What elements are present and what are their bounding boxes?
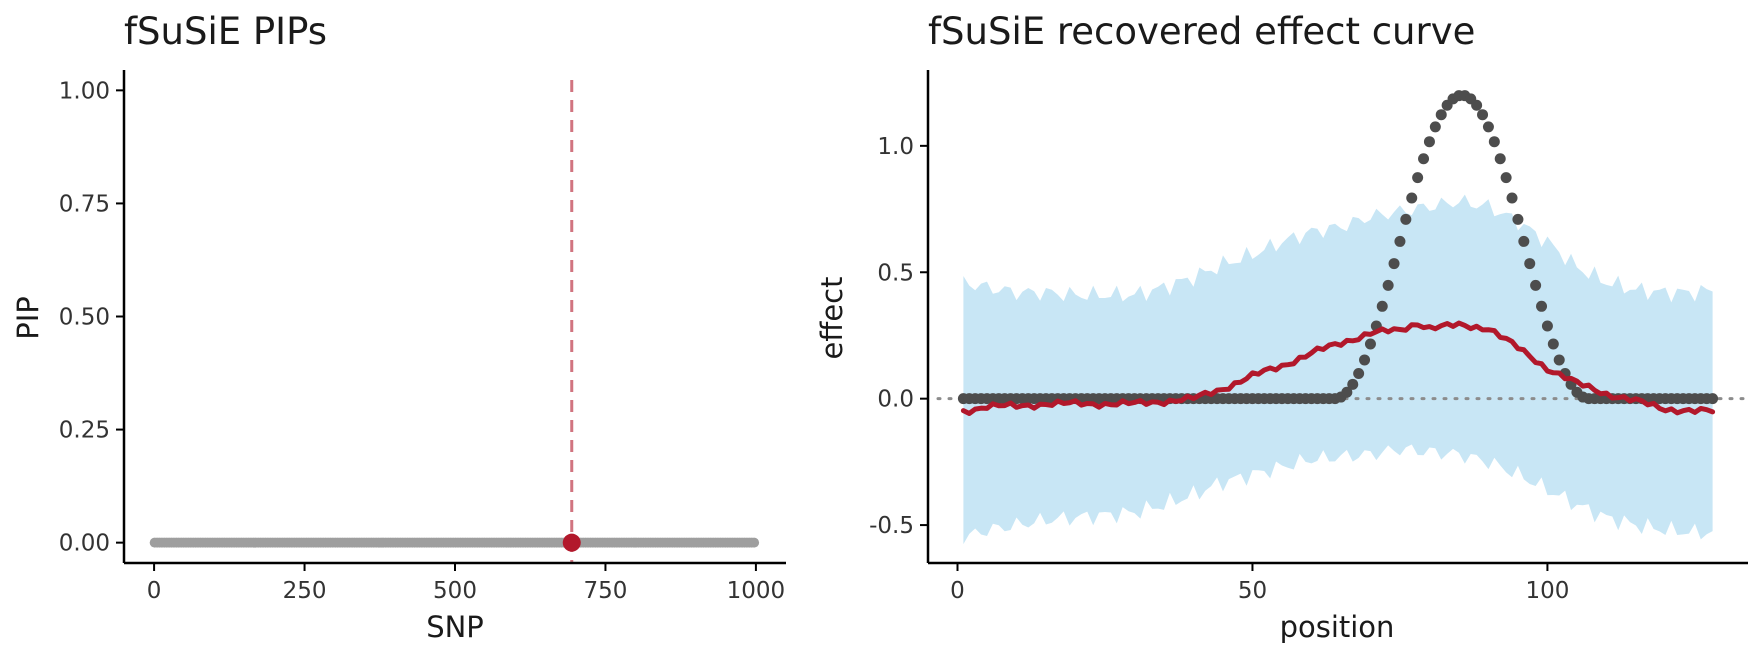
effect-credible-band xyxy=(963,194,1713,545)
true-effect-point xyxy=(1541,320,1553,332)
true-effect-point xyxy=(1364,338,1376,350)
true-effect-point xyxy=(1553,354,1565,366)
pip-chart-title: fSuSiE PIPs xyxy=(124,10,327,53)
effect-plot-area xyxy=(936,90,1750,545)
true-effect-point xyxy=(1482,121,1494,133)
true-effect-point xyxy=(1423,136,1435,148)
pip-y-tick-label: 1.00 xyxy=(59,78,110,104)
true-effect-point xyxy=(1388,258,1400,270)
pip-panel: fSuSiE PIPs 0 250 500 750 1000 0.00 0.25 0.50 0.… xyxy=(11,10,786,644)
pip-x-tick-label: 750 xyxy=(584,578,628,604)
true-effect-point xyxy=(1506,192,1518,204)
pip-x-tick-label: 250 xyxy=(283,578,327,604)
pip-plot-area xyxy=(149,80,760,563)
true-effect-point xyxy=(1530,279,1542,291)
effect-chart-title: fSuSiE recovered effect curve xyxy=(928,10,1475,53)
pip-point xyxy=(749,537,760,548)
effect-y-axis-title: effect xyxy=(815,277,849,360)
true-effect-point xyxy=(1376,300,1388,312)
effect-axes: 0 50 100 -0.5 0.0 0.5 1.0 xyxy=(869,70,1748,604)
pip-highlighted-point xyxy=(562,533,581,552)
true-effect-point xyxy=(1341,386,1353,398)
pip-axes: 0 250 500 750 1000 0.00 0.25 0.50 0.75 1.00 xyxy=(59,70,786,604)
pip-x-tick-label: 500 xyxy=(433,578,477,604)
pip-y-tick-label: 0.00 xyxy=(59,531,110,557)
effect-x-axis-title: position xyxy=(1280,610,1395,644)
true-effect-point xyxy=(1435,109,1447,121)
effect-y-tick-label: 0.0 xyxy=(877,387,914,413)
true-effect-point xyxy=(1494,153,1506,165)
effect-x-tick-label: 0 xyxy=(950,578,965,604)
pip-x-axis-title: SNP xyxy=(426,610,484,644)
true-effect-point xyxy=(1477,109,1489,121)
pip-x-tick-label: 0 xyxy=(147,578,162,604)
true-effect-point xyxy=(1418,153,1430,165)
effect-y-tick-label: 1.0 xyxy=(877,134,914,160)
effect-x-tick-label: 100 xyxy=(1525,578,1569,604)
pip-x-tick-label: 1000 xyxy=(727,578,786,604)
effect-y-tick-label: 0.5 xyxy=(877,260,914,286)
true-effect-point xyxy=(1471,99,1483,111)
pip-y-axis-title: PIP xyxy=(11,296,45,340)
pip-y-tick-label: 0.25 xyxy=(59,418,110,444)
effect-estimate-line xyxy=(960,320,1716,416)
effect-y-tick-label: -0.5 xyxy=(869,513,914,539)
true-effect-point xyxy=(1406,192,1418,204)
effect-x-tick-label: 50 xyxy=(1238,578,1267,604)
true-effect-point xyxy=(1524,258,1536,270)
true-effect-point xyxy=(1353,367,1365,379)
true-effect-point xyxy=(1429,121,1441,133)
true-effect-point xyxy=(1547,338,1559,350)
true-effect-point xyxy=(1400,213,1412,225)
true-effect-point xyxy=(1707,393,1719,405)
true-effect-point xyxy=(1412,172,1424,184)
true-effect-point xyxy=(1536,300,1548,312)
true-effect-point xyxy=(1518,235,1530,247)
true-effect-point xyxy=(1488,136,1500,148)
pip-y-tick-label: 0.75 xyxy=(59,191,110,217)
true-effect-point xyxy=(1394,235,1406,247)
true-effect-point xyxy=(1500,172,1512,184)
effect-panel: fSuSiE recovered effect curve 0 50 100 -0.5… xyxy=(815,10,1750,644)
true-effect-point xyxy=(1359,354,1371,366)
true-effect-point xyxy=(1512,213,1524,225)
pip-y-tick-label: 0.50 xyxy=(59,305,110,331)
true-effect-point xyxy=(1382,279,1394,291)
true-effect-point xyxy=(1347,378,1359,390)
